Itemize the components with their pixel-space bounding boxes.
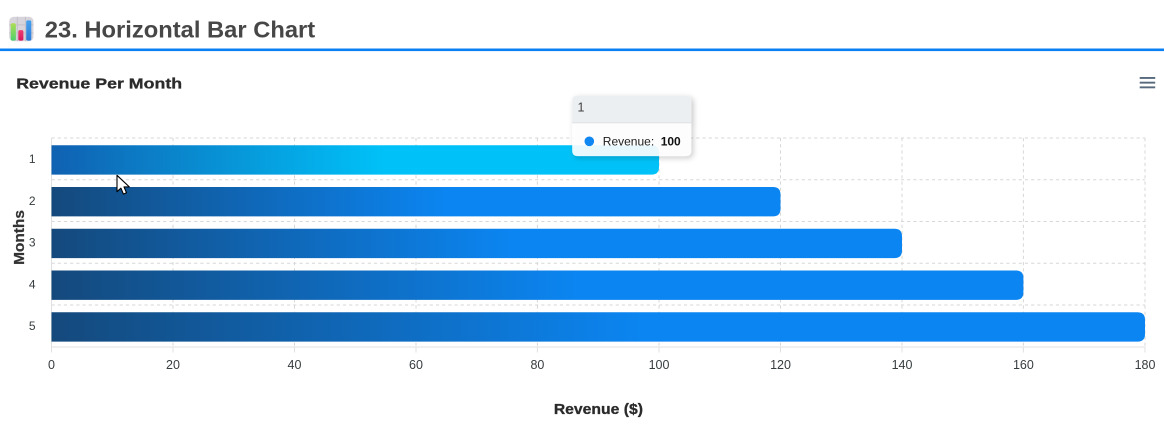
svg-text:23. Horizontal Bar Chart: 23. Horizontal Bar Chart	[45, 18, 316, 44]
svg-text:0: 0	[48, 358, 55, 372]
svg-text:100: 100	[649, 358, 670, 372]
svg-text:180: 180	[1135, 358, 1156, 372]
svg-text:60: 60	[409, 358, 423, 372]
svg-text:40: 40	[288, 358, 302, 372]
svg-text:1: 1	[578, 101, 585, 115]
svg-text:160: 160	[1013, 358, 1034, 372]
svg-text:5: 5	[29, 319, 36, 333]
svg-text:Revenue:: Revenue:	[603, 134, 654, 148]
svg-text:140: 140	[892, 358, 913, 372]
svg-text:2: 2	[29, 194, 36, 208]
svg-text:1: 1	[29, 152, 36, 166]
svg-text:Months: Months	[12, 210, 28, 265]
svg-text:100: 100	[661, 134, 681, 148]
svg-text:20: 20	[166, 358, 180, 372]
svg-text:120: 120	[770, 358, 791, 372]
svg-text:Revenue Per Month: Revenue Per Month	[16, 76, 182, 92]
svg-text:3: 3	[29, 236, 36, 250]
svg-text:4: 4	[29, 278, 36, 292]
svg-text:80: 80	[530, 358, 544, 372]
svg-text:Revenue ($): Revenue ($)	[554, 401, 643, 418]
